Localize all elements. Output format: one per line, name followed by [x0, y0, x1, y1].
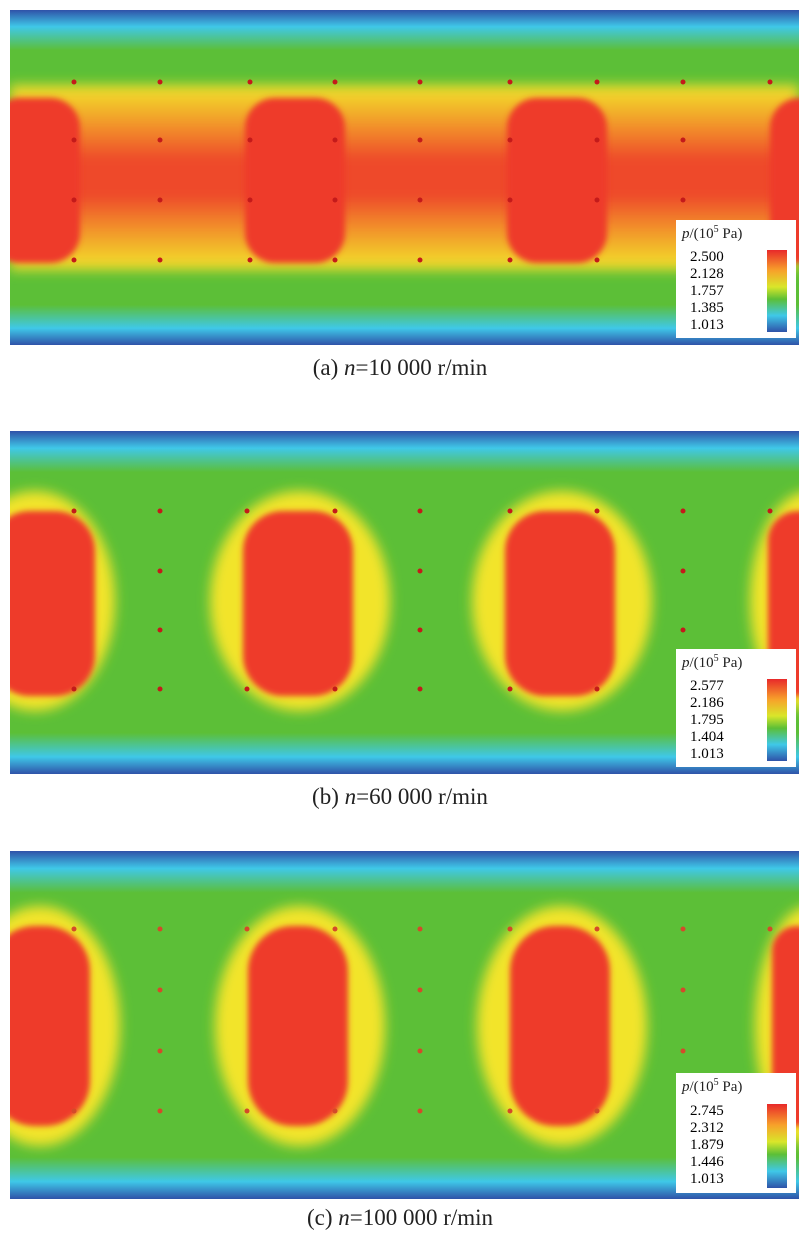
legend-tick: 1.013: [690, 746, 724, 762]
contour-panel-c: p/(105 Pa) 2.745 2.312 1.879 1.446 1.013: [10, 851, 799, 1199]
legend-tick: 1.013: [690, 1171, 724, 1187]
legend-tick: 1.446: [690, 1154, 724, 1170]
svg-text:p/(105 Pa): p/(105 Pa): [681, 224, 742, 242]
legend-tick: 1.013: [690, 317, 724, 333]
legend-tick: 2.745: [690, 1103, 724, 1119]
colorbar-legend-c: p/(105 Pa) 2.745 2.312 1.879 1.446 1.013: [676, 1073, 796, 1193]
legend-tick: 2.186: [690, 695, 724, 711]
legend-tick: 2.312: [690, 1120, 724, 1136]
legend-tick: 2.577: [690, 678, 724, 694]
legend-tick: 1.385: [690, 300, 724, 316]
legend-tick: 2.128: [690, 266, 724, 282]
legend-tick: 2.500: [690, 249, 724, 265]
legend-tick: 1.879: [690, 1137, 724, 1153]
colorbar-legend-b: p/(105 Pa) 2.577 2.186 1.795 1.404 1.013: [676, 649, 796, 767]
probe-points: [71, 79, 773, 263]
caption-c: (c) n=100 000 r/min: [306, 1205, 494, 1230]
legend-tick: 1.404: [690, 729, 724, 745]
caption-a: (a) n=10 000 r/min: [312, 355, 488, 380]
contour-panel-b: p/(105 Pa) 2.577 2.186 1.795 1.404 1.013: [10, 431, 799, 774]
svg-text:p/(105 Pa): p/(105 Pa): [681, 1077, 742, 1095]
colorbar-legend-a: p/(105 Pa) 2.500 2.128 1.757 1.385 1.013: [676, 220, 796, 338]
svg-text:p/(105 Pa): p/(105 Pa): [681, 653, 742, 671]
contour-panel-a: p/(105 Pa) 2.500 2.128 1.757 1.385 1.013: [10, 10, 799, 345]
caption-b: (b) n=60 000 r/min: [312, 784, 488, 809]
legend-tick: 1.757: [690, 283, 724, 299]
legend-tick: 1.795: [690, 712, 724, 728]
